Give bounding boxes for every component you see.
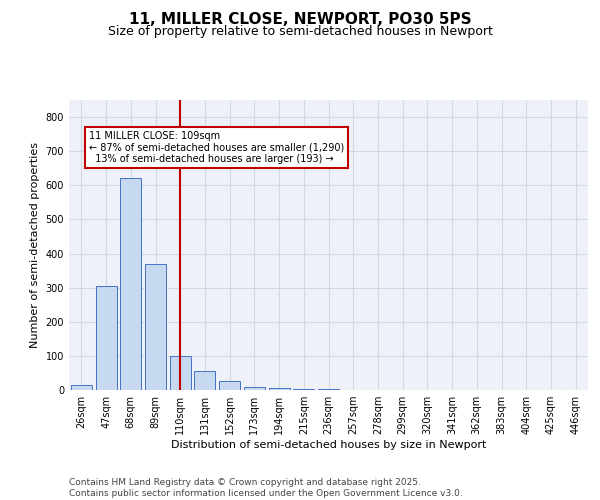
Bar <box>293 389 314 390</box>
Bar <box>219 382 240 390</box>
Bar <box>170 356 191 390</box>
Bar <box>95 286 116 390</box>
Bar <box>120 178 141 390</box>
Text: Contains HM Land Registry data © Crown copyright and database right 2025.
Contai: Contains HM Land Registry data © Crown c… <box>69 478 463 498</box>
Bar <box>145 264 166 390</box>
Bar <box>71 385 92 390</box>
Bar <box>244 386 265 390</box>
Y-axis label: Number of semi-detached properties: Number of semi-detached properties <box>30 142 40 348</box>
Text: 11, MILLER CLOSE, NEWPORT, PO30 5PS: 11, MILLER CLOSE, NEWPORT, PO30 5PS <box>128 12 472 28</box>
X-axis label: Distribution of semi-detached houses by size in Newport: Distribution of semi-detached houses by … <box>171 440 486 450</box>
Text: Size of property relative to semi-detached houses in Newport: Size of property relative to semi-detach… <box>107 25 493 38</box>
Text: 11 MILLER CLOSE: 109sqm
← 87% of semi-detached houses are smaller (1,290)
  13% : 11 MILLER CLOSE: 109sqm ← 87% of semi-de… <box>89 130 344 164</box>
Bar <box>269 388 290 390</box>
Bar <box>194 371 215 390</box>
